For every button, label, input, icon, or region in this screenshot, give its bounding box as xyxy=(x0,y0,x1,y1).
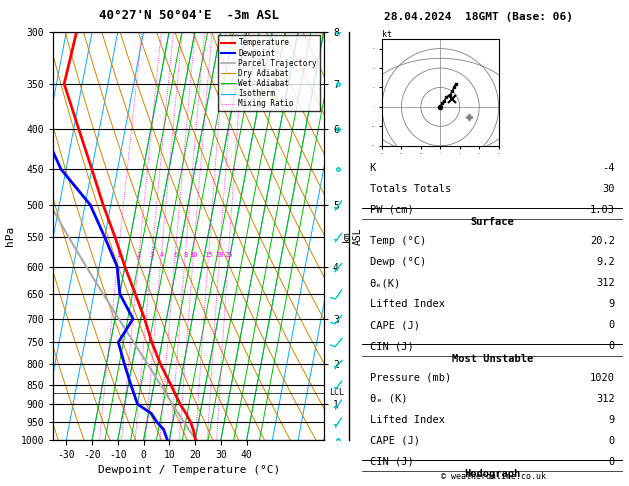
Text: θₑ (K): θₑ (K) xyxy=(369,394,407,404)
Text: 9: 9 xyxy=(609,299,615,309)
X-axis label: Dewpoint / Temperature (°C): Dewpoint / Temperature (°C) xyxy=(97,465,280,475)
Text: 20.2: 20.2 xyxy=(590,236,615,246)
Text: CIN (J): CIN (J) xyxy=(369,341,413,351)
Text: 30: 30 xyxy=(603,184,615,194)
Text: 0: 0 xyxy=(609,436,615,446)
Text: 0: 0 xyxy=(609,457,615,467)
Text: Hodograph: Hodograph xyxy=(464,469,520,480)
Text: 8: 8 xyxy=(183,252,187,258)
Text: 0: 0 xyxy=(609,341,615,351)
Text: 0: 0 xyxy=(609,320,615,330)
Text: 6: 6 xyxy=(173,252,177,258)
Text: 1020: 1020 xyxy=(590,373,615,383)
Text: © weatheronline.co.uk: © weatheronline.co.uk xyxy=(442,472,546,481)
Text: Pressure (mb): Pressure (mb) xyxy=(369,373,451,383)
Text: 15: 15 xyxy=(204,252,213,258)
Text: 312: 312 xyxy=(596,278,615,288)
Text: 1.03: 1.03 xyxy=(590,205,615,215)
Text: 3: 3 xyxy=(150,252,154,258)
Text: 20: 20 xyxy=(215,252,224,258)
Text: PW (cm): PW (cm) xyxy=(369,205,413,215)
Text: LCL: LCL xyxy=(330,388,344,397)
Text: Most Unstable: Most Unstable xyxy=(452,354,533,364)
Text: 4: 4 xyxy=(159,252,164,258)
Text: 312: 312 xyxy=(596,394,615,404)
Text: 9.2: 9.2 xyxy=(596,257,615,267)
Text: Totals Totals: Totals Totals xyxy=(369,184,451,194)
Text: CAPE (J): CAPE (J) xyxy=(369,436,420,446)
Y-axis label: km
ASL: km ASL xyxy=(342,227,363,244)
Text: Lifted Index: Lifted Index xyxy=(369,299,445,309)
Text: θₑ(K): θₑ(K) xyxy=(369,278,401,288)
Text: Lifted Index: Lifted Index xyxy=(369,415,445,425)
Text: 9: 9 xyxy=(609,415,615,425)
Text: Surface: Surface xyxy=(470,217,514,227)
Y-axis label: hPa: hPa xyxy=(6,226,15,246)
Legend: Temperature, Dewpoint, Parcel Trajectory, Dry Adiabat, Wet Adiabat, Isotherm, Mi: Temperature, Dewpoint, Parcel Trajectory… xyxy=(218,35,320,111)
Text: kt: kt xyxy=(382,30,392,39)
Text: 25: 25 xyxy=(224,252,233,258)
Text: Dewp (°C): Dewp (°C) xyxy=(369,257,426,267)
Text: 10: 10 xyxy=(189,252,198,258)
Text: Temp (°C): Temp (°C) xyxy=(369,236,426,246)
Text: 2: 2 xyxy=(137,252,141,258)
Text: CAPE (J): CAPE (J) xyxy=(369,320,420,330)
Text: 28.04.2024  18GMT (Base: 06): 28.04.2024 18GMT (Base: 06) xyxy=(384,12,572,22)
Text: CIN (J): CIN (J) xyxy=(369,457,413,467)
Text: K: K xyxy=(369,163,376,173)
Text: 40°27'N 50°04'E  -3m ASL: 40°27'N 50°04'E -3m ASL xyxy=(99,9,279,22)
Text: -4: -4 xyxy=(603,163,615,173)
Text: 1: 1 xyxy=(116,252,120,258)
